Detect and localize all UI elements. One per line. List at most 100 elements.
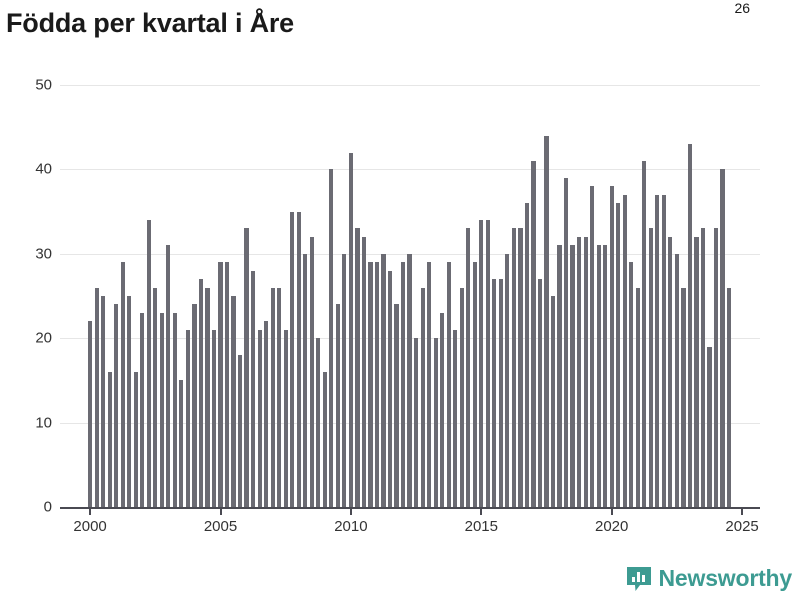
bar[interactable] [674, 253, 679, 507]
bar[interactable] [101, 296, 106, 507]
bar[interactable] [694, 236, 699, 507]
bar[interactable] [583, 236, 588, 507]
bar[interactable] [192, 304, 197, 507]
bar[interactable] [198, 279, 204, 507]
bar[interactable] [277, 287, 282, 507]
bar[interactable] [479, 220, 484, 507]
bar[interactable] [622, 194, 627, 507]
bar[interactable] [153, 287, 158, 507]
bar[interactable] [616, 203, 621, 507]
bar[interactable] [355, 228, 360, 507]
bar[interactable] [668, 236, 673, 507]
bar[interactable] [322, 371, 327, 507]
bar[interactable] [185, 329, 190, 507]
bar[interactable] [159, 312, 164, 507]
bar[interactable] [681, 287, 686, 507]
bar[interactable] [603, 245, 608, 507]
bar[interactable] [257, 329, 262, 507]
bar[interactable] [120, 262, 125, 507]
bar[interactable] [231, 296, 236, 507]
bar[interactable] [642, 160, 647, 507]
bar[interactable] [700, 228, 706, 507]
bar[interactable] [309, 236, 314, 507]
bar[interactable] [414, 338, 419, 507]
bar[interactable] [316, 338, 321, 507]
bar[interactable] [381, 253, 386, 507]
bar[interactable] [387, 270, 393, 507]
bar[interactable] [400, 262, 406, 507]
bar[interactable] [505, 253, 510, 507]
bar[interactable] [590, 186, 595, 507]
bar[interactable] [420, 287, 425, 507]
bar[interactable] [713, 228, 719, 507]
bar[interactable] [224, 262, 230, 507]
bar[interactable] [524, 203, 530, 507]
bar[interactable] [361, 236, 367, 507]
bar[interactable] [88, 321, 93, 507]
bar[interactable] [655, 194, 660, 507]
bar[interactable] [427, 262, 432, 507]
bar[interactable] [440, 312, 445, 507]
bar[interactable] [133, 371, 138, 507]
bar[interactable] [537, 279, 543, 507]
bar[interactable] [531, 160, 536, 507]
bar[interactable] [264, 321, 269, 507]
bar[interactable] [146, 220, 151, 507]
bar[interactable] [290, 211, 295, 507]
bar[interactable] [609, 186, 614, 507]
bar[interactable] [166, 245, 171, 507]
bar[interactable] [251, 270, 256, 507]
bar[interactable] [348, 152, 353, 507]
bar[interactable] [492, 279, 497, 507]
bar[interactable] [518, 228, 523, 507]
bar[interactable] [485, 220, 490, 507]
bar[interactable] [557, 245, 562, 507]
bar[interactable] [394, 304, 399, 507]
bar[interactable] [368, 262, 373, 507]
bar[interactable] [635, 287, 640, 507]
bar[interactable] [726, 287, 732, 507]
bar[interactable] [107, 371, 112, 507]
bar[interactable] [550, 296, 556, 507]
bar[interactable] [140, 312, 145, 507]
bar[interactable] [342, 253, 347, 507]
bar[interactable] [211, 329, 217, 507]
bar[interactable] [127, 296, 132, 507]
bar[interactable] [329, 169, 334, 507]
bar[interactable] [498, 279, 503, 507]
bar[interactable] [94, 287, 99, 507]
bar[interactable] [472, 262, 477, 507]
bar[interactable] [172, 312, 177, 507]
bar[interactable] [459, 287, 464, 507]
bar[interactable] [296, 211, 301, 507]
bar[interactable] [114, 304, 119, 507]
bar[interactable] [707, 346, 712, 507]
bar[interactable] [687, 144, 693, 507]
bar[interactable] [179, 380, 184, 507]
bar[interactable] [661, 194, 666, 507]
bar[interactable] [446, 262, 451, 507]
bar[interactable] [544, 135, 549, 507]
bar[interactable] [407, 253, 412, 507]
bar[interactable] [563, 177, 569, 507]
bar[interactable] [283, 329, 288, 507]
bar[interactable] [720, 169, 725, 507]
bar[interactable] [244, 228, 249, 507]
bar[interactable] [648, 228, 653, 507]
bar[interactable] [596, 245, 601, 507]
bar[interactable] [335, 304, 340, 507]
bar[interactable] [270, 287, 275, 507]
bar[interactable] [466, 228, 471, 507]
bar[interactable] [577, 236, 582, 507]
bar[interactable] [433, 338, 438, 507]
gridline [60, 85, 760, 86]
bar[interactable] [629, 262, 634, 507]
bar[interactable] [374, 262, 380, 507]
bar[interactable] [218, 262, 223, 507]
bar[interactable] [237, 355, 243, 507]
bar[interactable] [570, 245, 575, 507]
bar[interactable] [303, 253, 308, 507]
bar[interactable] [511, 228, 516, 507]
bar[interactable] [205, 287, 210, 507]
bar[interactable] [453, 329, 458, 507]
